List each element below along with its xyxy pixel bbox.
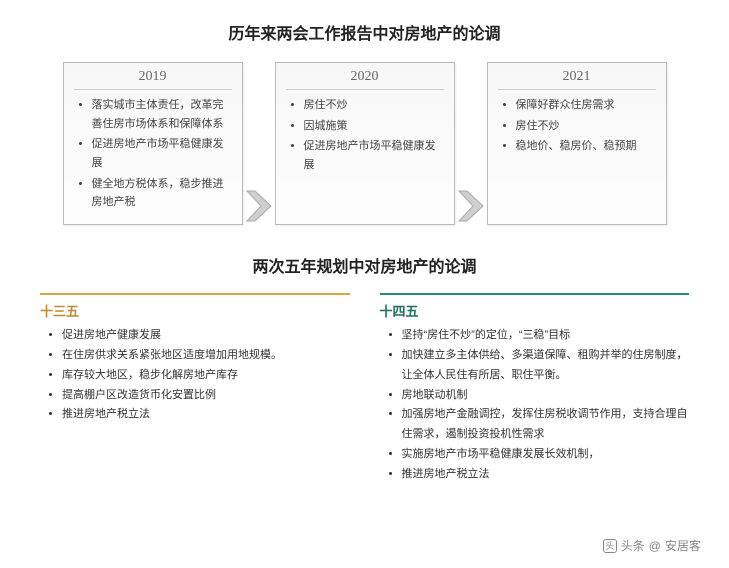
plan-title: 十四五: [380, 301, 690, 320]
panel-item: 保障好群众住房需求: [516, 96, 656, 115]
section-title-bottom: 两次五年规划中对房地产的论调: [30, 253, 699, 277]
plan-item: 加强房地产金融调控，发挥住房税收调节作用，支持合理自住需求，遏制投资投机性需求: [402, 405, 690, 445]
plan-item: 在住房供求关系紧张地区适度增加用地规模。: [62, 346, 350, 366]
watermark-logo-icon: 头: [603, 539, 617, 553]
timeline-panel-2020: 2020 房住不炒 因城施策 促进房地产市场平稳健康发展: [275, 62, 455, 225]
plan-item: 坚持“房住不炒”的定位，“三稳”目标: [402, 326, 690, 346]
panel-item: 促进房地产市场平稳健康发展: [92, 135, 232, 172]
panel-year: 2020: [286, 63, 444, 90]
plan-item: 推进房地产税立法: [62, 405, 350, 425]
panel-item: 房住不炒: [516, 117, 656, 136]
panel-item: 落实城市主体责任，改革完善住房市场体系和保障体系: [92, 96, 232, 133]
section-title-top: 历年来两会工作报告中对房地产的论调: [30, 20, 699, 44]
plan-item: 房地联动机制: [402, 386, 690, 406]
plan-item: 促进房地产健康发展: [62, 326, 350, 346]
plan-list: 促进房地产健康发展 在住房供求关系紧张地区适度增加用地规模。 库存较大地区，稳步…: [40, 326, 350, 425]
panel-item: 健全地方税体系，稳步推进房地产税: [92, 175, 232, 212]
plan-item: 库存较大地区，稳步化解房地产库存: [62, 366, 350, 386]
panel-year: 2019: [74, 63, 232, 90]
plan-item: 提高棚户区改造货币化安置比例: [62, 386, 350, 406]
plans-row: 十三五 促进房地产健康发展 在住房供求关系紧张地区适度增加用地规模。 库存较大地…: [30, 293, 699, 484]
chevron-icon: [245, 189, 273, 223]
timeline-row: 2019 落实城市主体责任，改革完善住房市场体系和保障体系 促进房地产市场平稳健…: [30, 62, 699, 225]
panel-list: 落实城市主体责任，改革完善住房市场体系和保障体系 促进房地产市场平稳健康发展 健…: [74, 96, 232, 212]
panel-item: 促进房地产市场平稳健康发展: [304, 137, 444, 174]
plan-title: 十三五: [40, 301, 350, 320]
plan-list: 坚持“房住不炒”的定位，“三稳”目标 加快建立多主体供给、多渠道保障、租购并举的…: [380, 326, 690, 484]
plan-item: 实施房地产市场平稳健康发展长效机制，: [402, 445, 690, 465]
plan-item: 推进房地产税立法: [402, 465, 690, 485]
watermark-at: @: [649, 539, 661, 553]
timeline-panel-2021: 2021 保障好群众住房需求 房住不炒 稳地价、稳房价、稳预期: [487, 62, 667, 225]
plan-item: 加快建立多主体供给、多渠道保障、租购并举的住房制度，让全体人民住有所居、职住平衡…: [402, 346, 690, 386]
panel-item: 稳地价、稳房价、稳预期: [516, 137, 656, 156]
panel-year: 2021: [498, 63, 656, 90]
panel-list: 保障好群众住房需求 房住不炒 稳地价、稳房价、稳预期: [498, 96, 656, 156]
panel-item: 因城施策: [304, 117, 444, 136]
timeline-panel-2019: 2019 落实城市主体责任，改革完善住房市场体系和保障体系 促进房地产市场平稳健…: [63, 62, 243, 225]
watermark: 头 头条 @ 安居客: [603, 537, 701, 554]
panel-list: 房住不炒 因城施策 促进房地产市场平稳健康发展: [286, 96, 444, 175]
plan-145: 十四五 坚持“房住不炒”的定位，“三稳”目标 加快建立多主体供给、多渠道保障、租…: [380, 293, 690, 484]
plan-135: 十三五 促进房地产健康发展 在住房供求关系紧张地区适度增加用地规模。 库存较大地…: [40, 293, 350, 484]
watermark-prefix: 头条: [621, 537, 645, 554]
chevron-icon: [457, 189, 485, 223]
watermark-name: 安居客: [665, 537, 701, 554]
panel-item: 房住不炒: [304, 96, 444, 115]
